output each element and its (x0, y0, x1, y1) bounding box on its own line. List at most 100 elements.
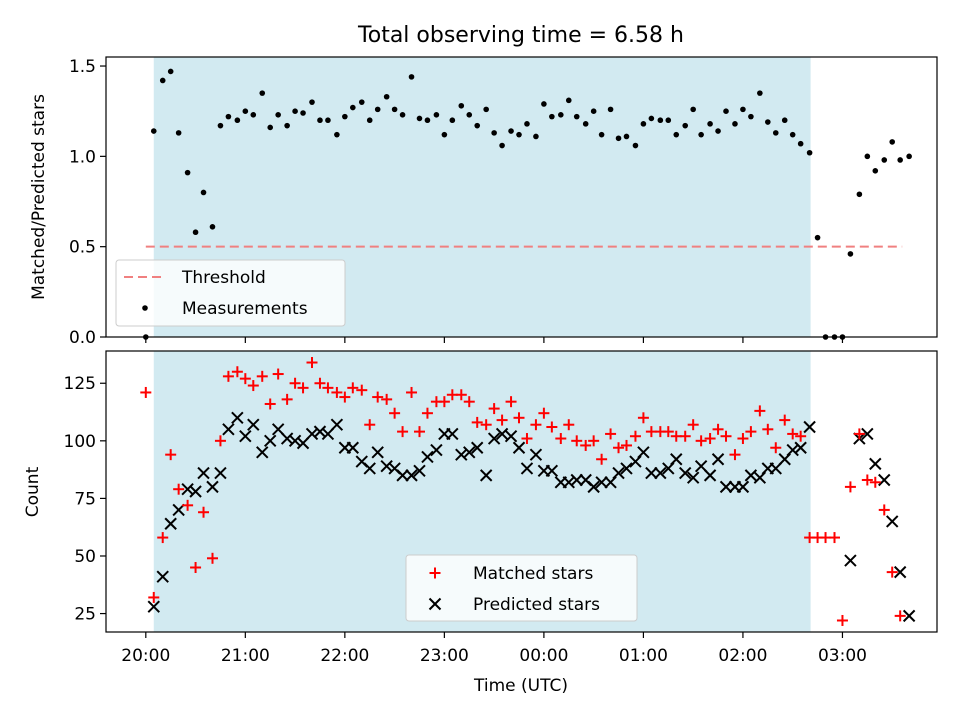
predicted-star-point (371, 446, 384, 459)
measurement-point (648, 115, 655, 122)
legend-predicted-swatch (428, 597, 442, 611)
measurement-point (665, 117, 672, 124)
matched-star-point (869, 476, 881, 488)
predicted-star-point-b (570, 473, 583, 487)
matched-star-point (695, 435, 707, 447)
predicted-star-point-b (595, 476, 608, 489)
measurement-point (524, 121, 530, 127)
matched-star-point (894, 610, 906, 622)
matched-star-point (471, 416, 483, 428)
matched-star-point (538, 407, 550, 419)
predicted-star-point-b (844, 554, 857, 567)
measurement-point (317, 117, 323, 124)
matched-star-point (406, 386, 418, 398)
matched-star-point (256, 370, 268, 382)
predicted-star-point (645, 466, 658, 480)
predicted-star-point (512, 441, 526, 454)
matched-star-point (281, 393, 293, 405)
measurement-point (408, 74, 415, 80)
predicted-star-point (861, 427, 874, 441)
measurement-point (640, 121, 647, 127)
predicted-star-point (487, 432, 501, 445)
count-y-tick-label: 125 (64, 374, 96, 394)
measurement-point (192, 229, 199, 236)
matched-star-point (264, 398, 276, 410)
predicted-star-point-b (786, 443, 799, 457)
count-y-axis-label: Count (23, 466, 43, 517)
measurement-point (474, 122, 481, 129)
predicted-star-point-b (744, 469, 758, 482)
matched-star-point (157, 532, 169, 544)
matched-star-point (787, 428, 799, 440)
matched-star-point (720, 430, 732, 442)
count-x-tick-label: 21:00 (221, 646, 270, 666)
predicted-star-point (330, 418, 344, 431)
measurement-point (366, 117, 373, 124)
predicted-star-point-b (222, 423, 235, 436)
predicted-star-point-b (562, 476, 575, 489)
ratio-panel-frame (105, 56, 938, 338)
predicted-star-point (280, 432, 294, 445)
predicted-star-point-b (455, 448, 468, 461)
predicted-star-point-b (579, 473, 592, 487)
predicted-star-point (181, 482, 194, 496)
matched-star-point (637, 412, 649, 424)
measurement-point (864, 153, 871, 160)
predicted-star-point-b (736, 480, 750, 494)
predicted-star-point-b (156, 570, 169, 583)
predicted-star-point-b (181, 482, 194, 496)
predicted-star-point (595, 476, 608, 489)
predicted-star-point-b (231, 411, 244, 425)
matched-star-point (704, 433, 716, 445)
predicted-star-point (794, 441, 807, 454)
predicted-star-point (463, 446, 476, 459)
measurement-point (334, 131, 340, 138)
measurement-point (275, 112, 281, 118)
predicted-star-point (247, 418, 260, 431)
measurement-point (856, 191, 863, 198)
count-x-tick-label: 22:00 (320, 646, 369, 666)
ratio-y-tick-label: 1.5 (69, 57, 96, 77)
predicted-star-point (612, 466, 625, 480)
predicted-star-point-b (413, 464, 426, 477)
measurement-point (690, 106, 696, 113)
measurement-point (374, 106, 381, 113)
matched-star-point (206, 552, 218, 564)
matched-star-point (413, 426, 425, 438)
measurement-point (657, 117, 664, 124)
predicted-star-point (346, 441, 360, 454)
predicted-star-point-b (670, 453, 683, 466)
measurement-point (458, 102, 465, 109)
predicted-star-point (363, 462, 376, 475)
predicted-star-point (686, 471, 700, 484)
predicted-star-point (430, 443, 443, 457)
predicted-star-point (587, 480, 600, 494)
matched-star-point (563, 419, 575, 431)
predicted-star-point-b (512, 441, 526, 454)
predicted-star-point (719, 480, 733, 494)
measurement-point (632, 142, 639, 149)
measurement-point (797, 140, 804, 147)
matched-star-point (620, 439, 632, 451)
measurement-point (250, 112, 257, 118)
measurement-points (143, 68, 912, 340)
predicted-star-point (620, 462, 633, 475)
matched-star-point (488, 403, 500, 415)
matched-star-point (571, 435, 583, 447)
matched-star-point (613, 442, 625, 454)
legend-matched-marker (429, 567, 441, 579)
predicted-star-point-b (645, 466, 658, 480)
ratio-panel: 0.0 0.5 1.0 1.5 Matched/Predicted stars Thr… (29, 56, 938, 348)
predicted-star-point-b (878, 473, 891, 487)
predicted-star-point (222, 423, 235, 436)
predicted-star-point-b (869, 457, 882, 471)
predicted-star-point-b (803, 420, 816, 434)
legend-measurements-swatch (142, 305, 148, 311)
matched-star-point (712, 423, 724, 435)
measurement-point (342, 113, 348, 120)
predicted-star-point (231, 411, 244, 425)
matched-star-point (165, 449, 177, 461)
ratio-y-tick-label: 1.0 (69, 147, 96, 167)
predicted-star-point-b (247, 418, 260, 431)
